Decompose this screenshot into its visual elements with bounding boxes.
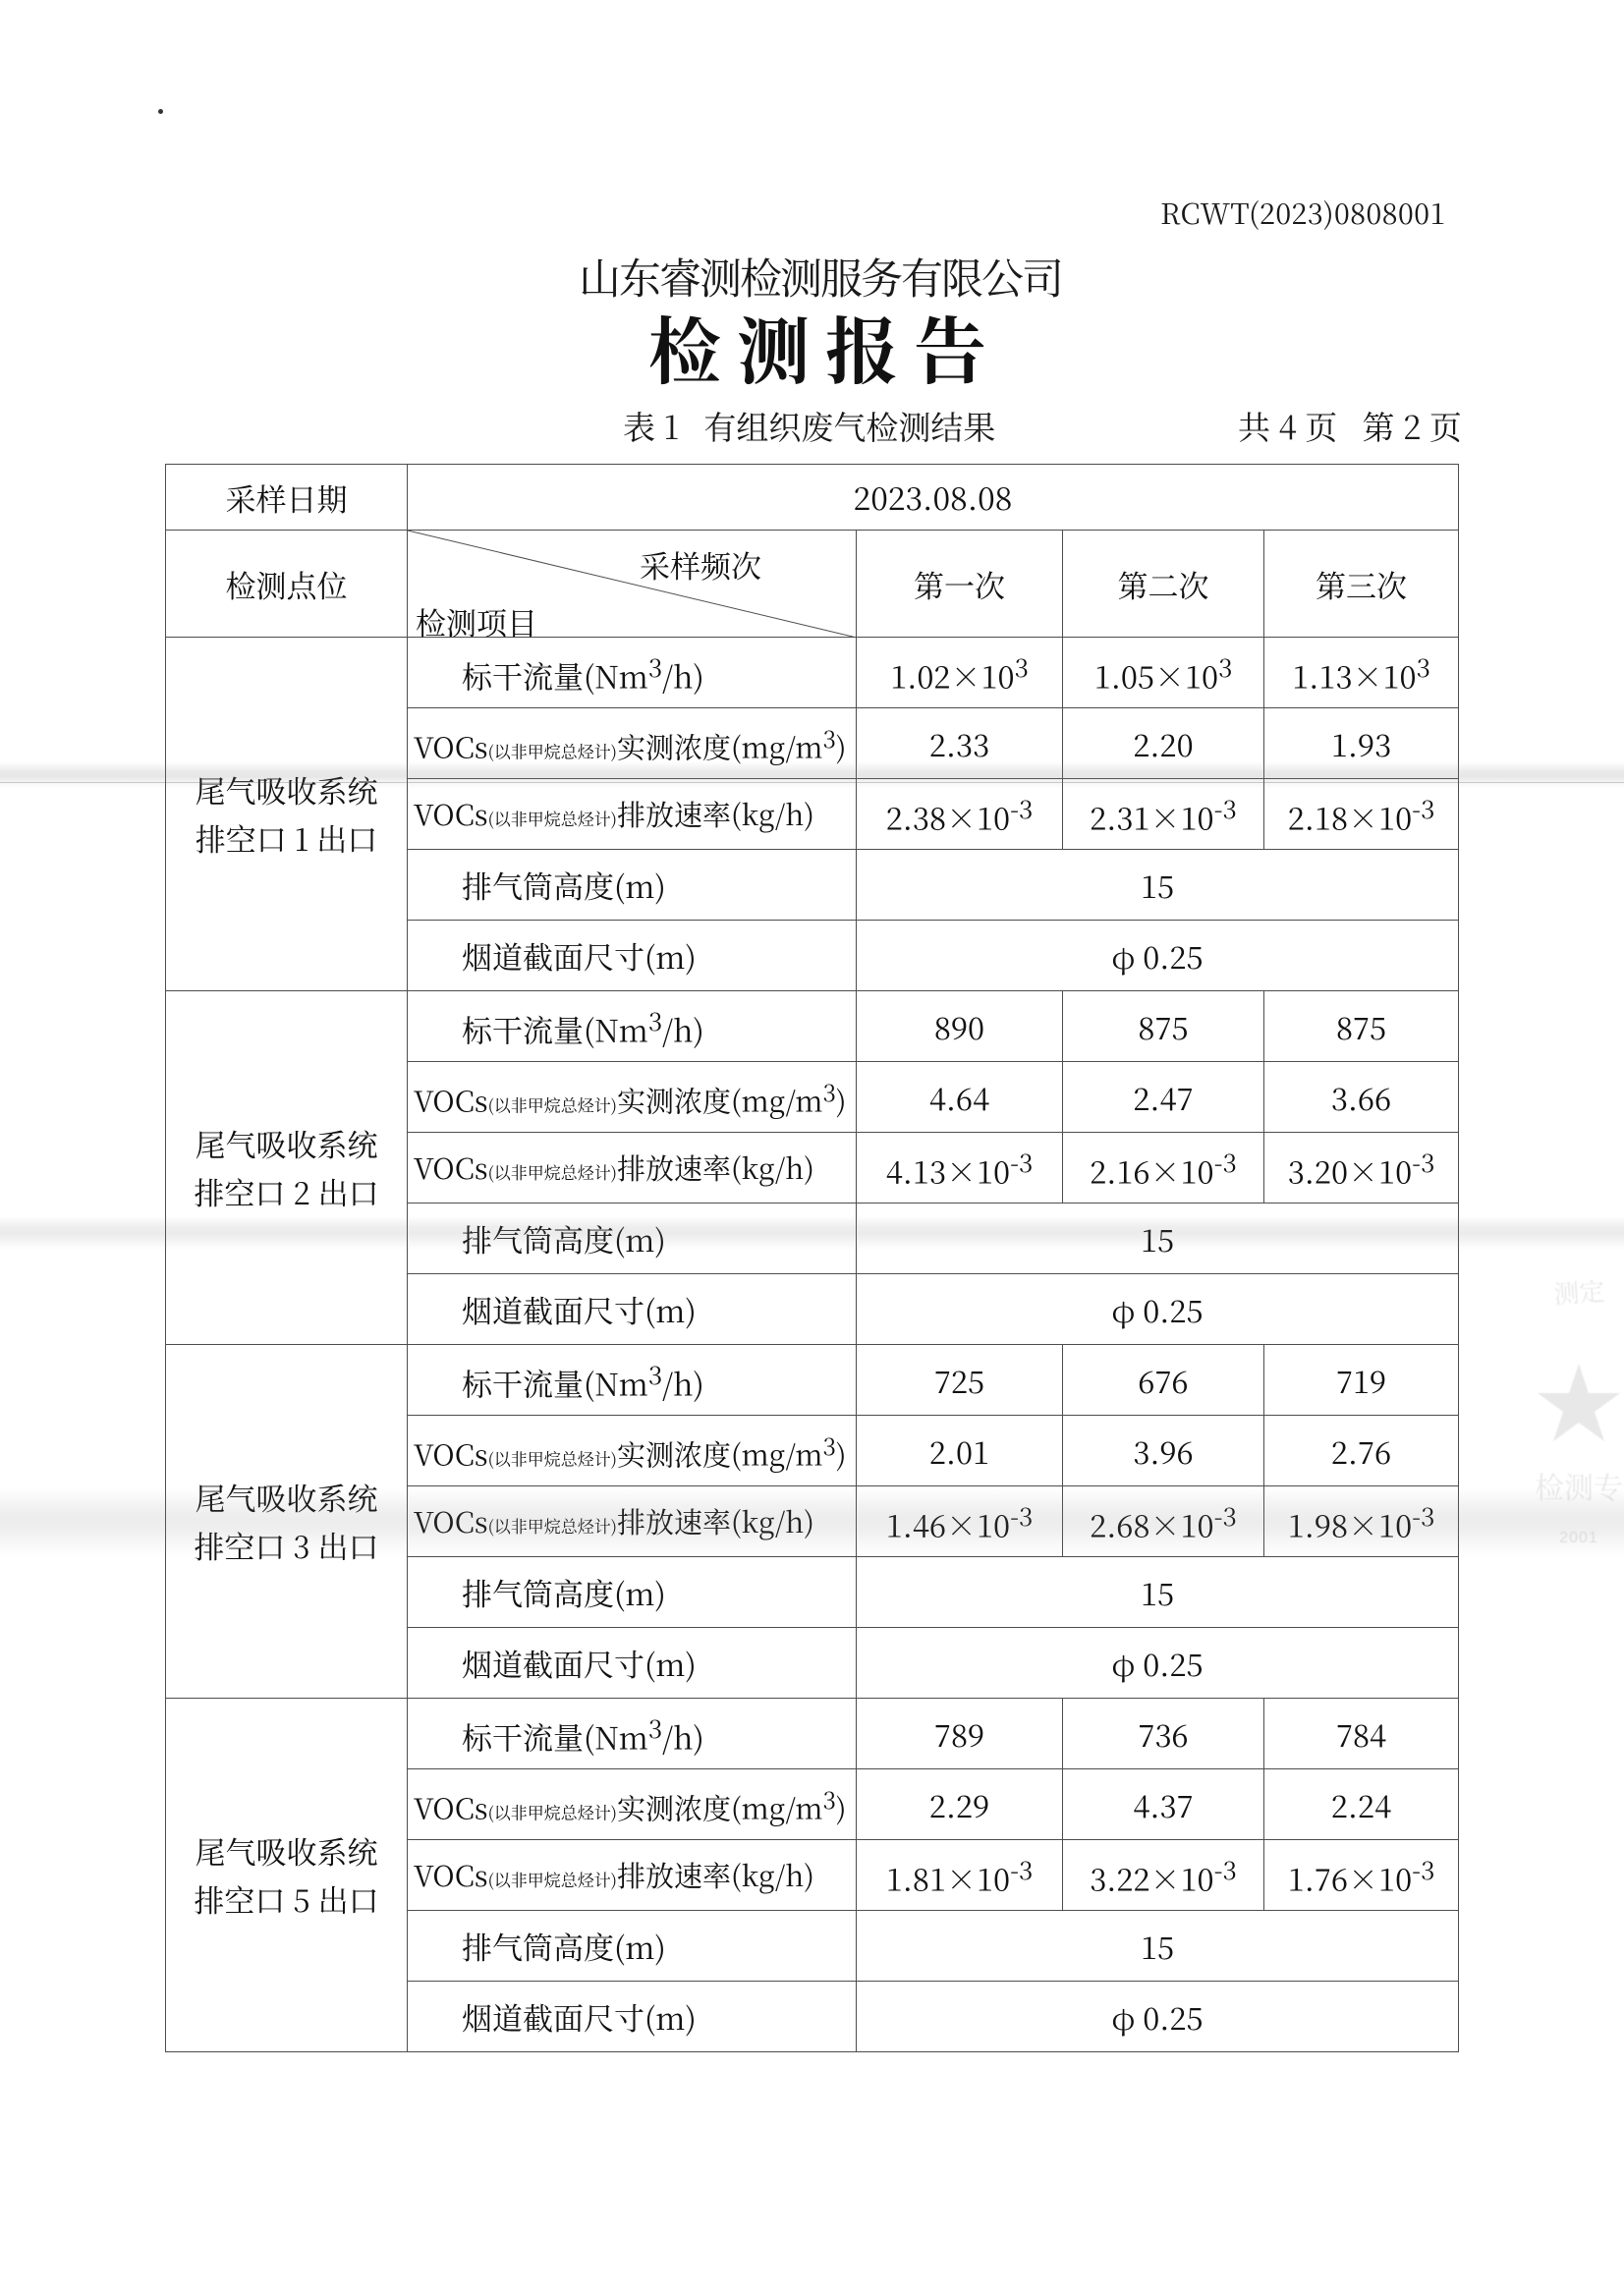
svg-text:测定: 测定 xyxy=(1552,1271,1605,1312)
